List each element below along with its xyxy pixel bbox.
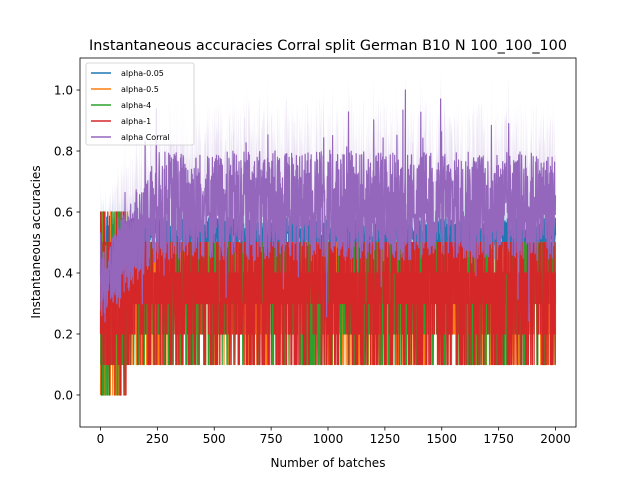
x-tick-label: 750 [260, 432, 283, 446]
y-tick-label: 1.0 [54, 84, 73, 98]
y-tick-label: 0.8 [54, 145, 73, 159]
series-layer [99, 74, 557, 396]
y-tick-label: 0.2 [54, 327, 73, 341]
series-line-alpha-1 [99, 211, 556, 396]
x-axis-label: Number of batches [271, 456, 386, 470]
y-tick-label: 0.4 [54, 266, 73, 280]
y-axis: 0.0 0.2 0.4 0.6 0.8 1.0 [54, 84, 80, 402]
x-tick-label: 1750 [483, 432, 514, 446]
y-tick-label: 0.6 [54, 206, 73, 220]
legend-entry: alpha-1 [121, 117, 151, 126]
x-tick-label: 1000 [313, 432, 344, 446]
legend-entry: alpha-4 [121, 101, 151, 110]
series-line-alpha-corral [99, 89, 557, 323]
x-tick-label: 1250 [370, 432, 401, 446]
legend-entry: alpha Corral [121, 133, 170, 142]
x-tick-label: 500 [203, 432, 226, 446]
legend: alpha-0.05 alpha-0.5 alpha-4 alpha-1 alpha C… [85, 62, 195, 146]
x-tick-label: 2000 [540, 432, 571, 446]
chart-title: Instantaneous accuracies Corral split Ge… [89, 38, 567, 54]
x-axis: 0 250 500 750 1000 1250 1500 1750 2000 [97, 427, 571, 446]
x-tick-label: 1500 [426, 432, 457, 446]
y-axis-label: Instantaneous accuracies [29, 165, 43, 318]
x-tick-label: 0 [97, 432, 105, 446]
x-tick-label: 250 [146, 432, 169, 446]
y-tick-label: 0.0 [54, 388, 73, 402]
legend-box [85, 62, 195, 146]
legend-entry: alpha-0.5 [121, 85, 159, 94]
legend-entry: alpha-0.05 [121, 69, 164, 78]
